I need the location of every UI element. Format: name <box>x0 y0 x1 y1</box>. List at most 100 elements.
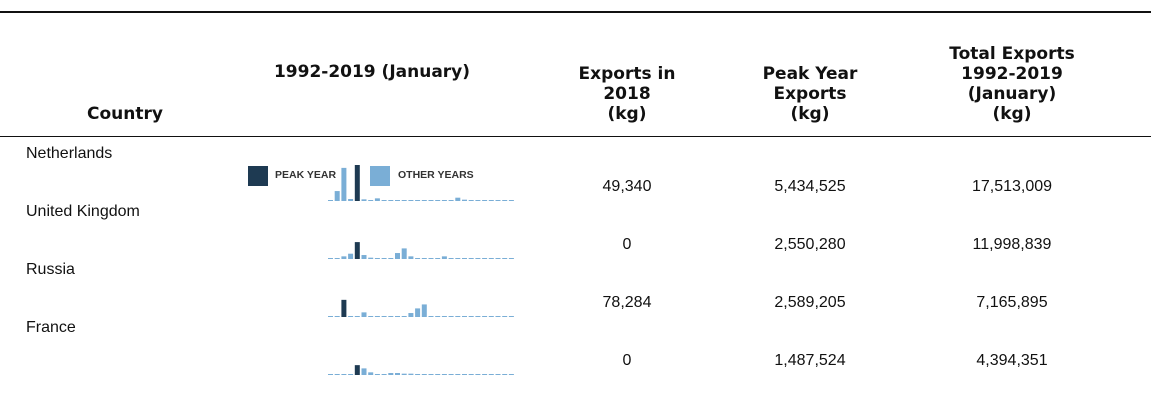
spark-bar <box>341 299 347 317</box>
spark-bar <box>388 258 394 259</box>
country-name: France <box>26 319 76 336</box>
header-line: Total Exports <box>949 44 1075 64</box>
spark-bar <box>401 316 407 317</box>
spark-bar <box>334 258 340 259</box>
spark-bar <box>475 374 481 375</box>
header-line: 2018 <box>603 84 651 104</box>
spark-bar <box>381 316 387 317</box>
spark-bar <box>441 200 447 201</box>
spark-bar <box>435 200 441 201</box>
spark-bar <box>415 200 421 201</box>
spark-bar <box>508 316 514 317</box>
spark-bar <box>488 200 494 201</box>
spark-bar <box>328 316 333 317</box>
spark-bar <box>381 200 387 201</box>
spark-bar <box>488 258 494 259</box>
spark-bar <box>401 200 407 201</box>
peak-exports: 1,487,524 <box>774 352 846 369</box>
country-name: Netherlands <box>26 145 113 162</box>
spark-bar <box>328 374 333 375</box>
header-line: (kg) <box>607 104 647 124</box>
total-exports: 17,513,009 <box>971 178 1053 195</box>
peak-exports: 2,589,205 <box>774 294 846 311</box>
spark-bar <box>388 200 394 201</box>
spark-bar <box>415 374 421 375</box>
spark-bar <box>348 316 354 317</box>
header-line: Exports <box>773 84 847 104</box>
spark-bar <box>502 258 508 259</box>
spark-bar <box>408 313 414 317</box>
spark-bar <box>395 373 400 375</box>
spark-bar <box>395 253 400 259</box>
spark-bar <box>448 200 454 201</box>
spark-bar <box>508 258 514 259</box>
header-line: Country <box>87 104 163 124</box>
spark-bar <box>428 374 434 375</box>
spark-bar <box>415 258 421 259</box>
spark-bar <box>421 374 427 375</box>
header-rule <box>0 136 1151 137</box>
legend-swatch <box>370 166 390 186</box>
spark-bar <box>401 248 407 259</box>
spark-bar <box>488 374 494 375</box>
spark-bar <box>448 374 454 375</box>
header-line: 1992-2019 (January) <box>273 62 471 82</box>
spark-bar <box>462 316 467 317</box>
spark-bar <box>508 200 514 201</box>
spark-bar <box>441 316 447 317</box>
spark-bar <box>495 374 501 375</box>
spark-bar <box>468 316 474 317</box>
exports-2018: 0 <box>622 236 632 253</box>
column-header: Country <box>15 104 235 124</box>
spark-bar <box>348 374 354 375</box>
country-name: Russia <box>26 261 75 278</box>
spark-bar <box>388 373 394 375</box>
peak-exports: 2,550,280 <box>774 236 846 253</box>
spark-bar <box>468 374 474 375</box>
spark-bar <box>455 197 461 201</box>
spark-bar <box>428 316 434 317</box>
spark-bar <box>328 258 333 259</box>
spark-bar <box>348 199 354 201</box>
spark-bar <box>421 200 427 201</box>
spark-bar <box>374 258 380 259</box>
spark-bar <box>441 256 447 259</box>
spark-bar <box>415 308 421 317</box>
spark-bar <box>435 374 441 375</box>
spark-bar <box>348 253 354 259</box>
spark-bar <box>341 167 347 201</box>
header-line: Exports in <box>578 64 676 84</box>
spark-bar <box>361 255 367 259</box>
header-line: 1992-2019 <box>961 64 1063 84</box>
spark-bar <box>361 312 367 317</box>
header-line: (kg) <box>992 104 1032 124</box>
spark-bar <box>435 258 441 259</box>
spark-bar <box>334 374 340 375</box>
spark-bar <box>455 316 461 317</box>
spark-bar <box>334 191 340 201</box>
spark-bar <box>495 200 501 201</box>
spark-bar <box>388 316 394 317</box>
header-line: Peak Year <box>762 64 858 84</box>
spark-bar <box>334 316 340 317</box>
spark-bar <box>462 199 467 201</box>
spark-bar <box>462 258 467 259</box>
spark-bar <box>421 258 427 259</box>
spark-bar <box>502 374 508 375</box>
spark-bar <box>421 304 427 317</box>
spark-bar <box>448 258 454 259</box>
spark-bar <box>354 365 360 375</box>
spark-bar <box>408 256 414 259</box>
spark-bar <box>435 316 441 317</box>
spark-bar <box>495 258 501 259</box>
legend-swatch <box>248 166 268 186</box>
spark-bar <box>462 374 467 375</box>
spark-bar <box>475 200 481 201</box>
spark-bar <box>482 374 488 375</box>
spark-bar <box>495 316 501 317</box>
spark-bar <box>448 316 454 317</box>
spark-bar <box>354 165 360 201</box>
spark-bar <box>354 242 360 259</box>
